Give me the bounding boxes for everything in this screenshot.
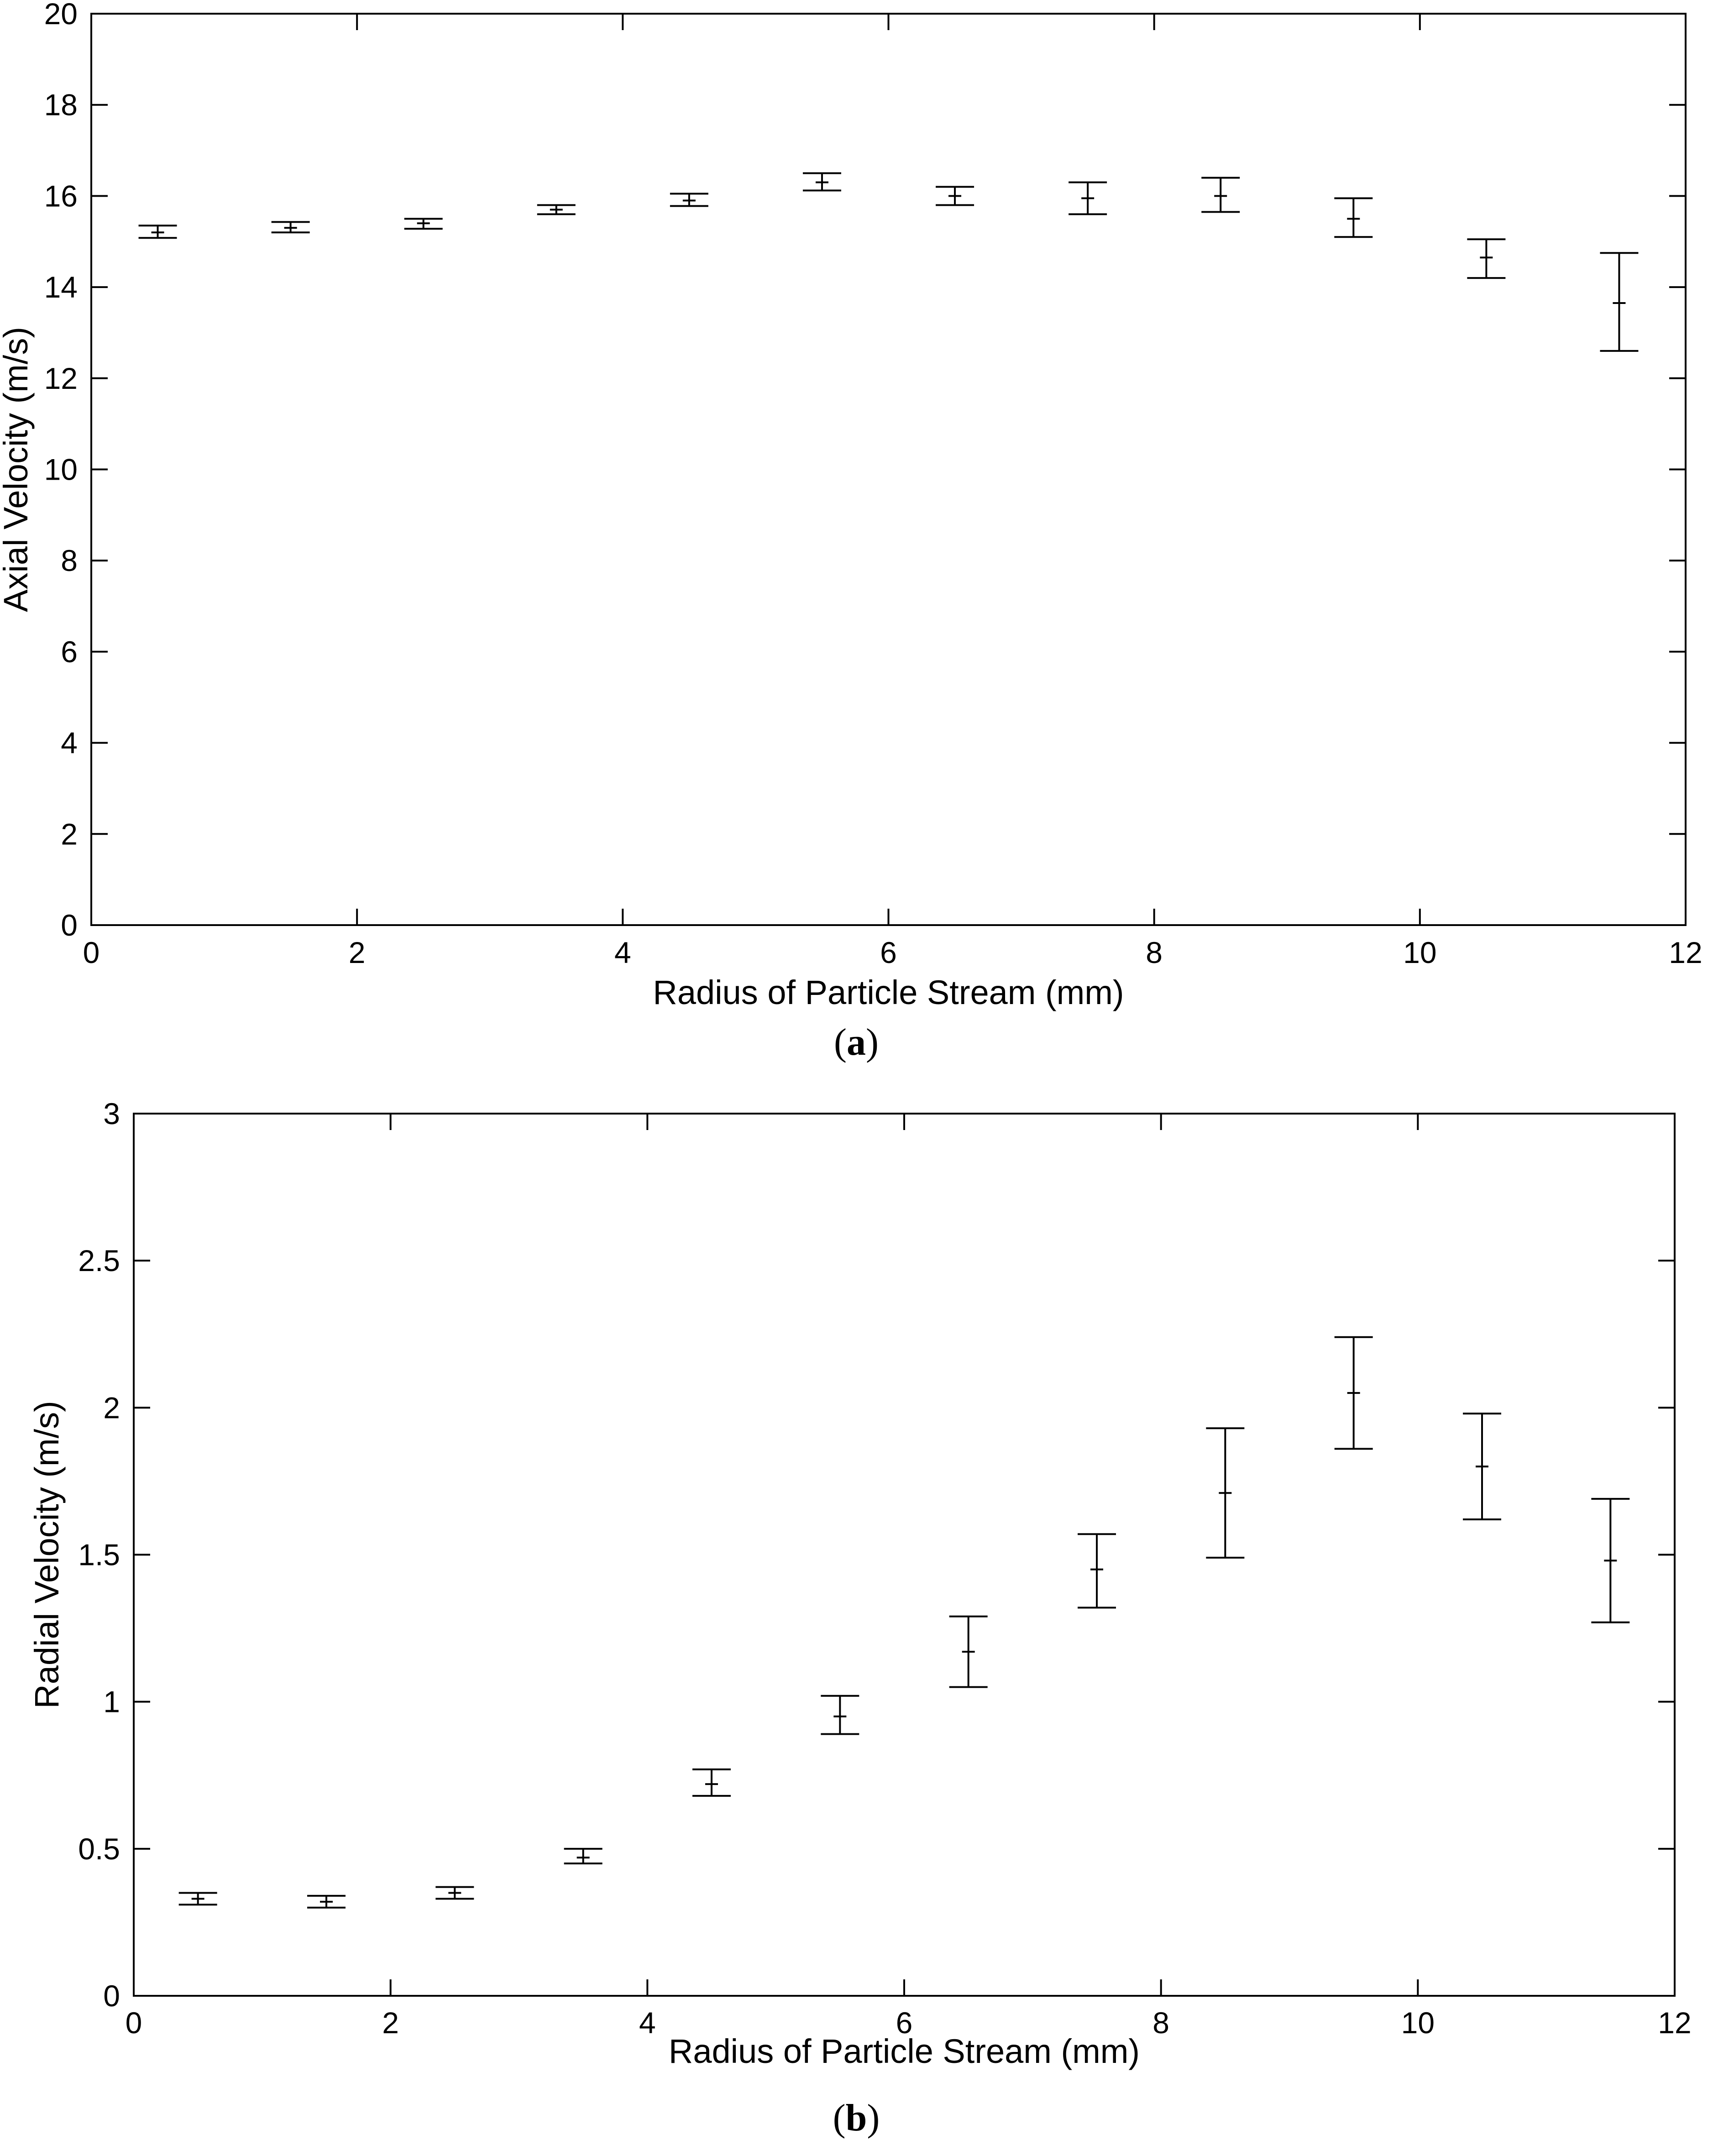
data-point [692, 1768, 731, 1797]
y-tick-label: 4 [61, 726, 78, 760]
data-point [564, 1847, 602, 1865]
data-point [1591, 1498, 1630, 1623]
data-point [802, 172, 841, 192]
y-tick-label: 0.5 [78, 1832, 120, 1866]
data-point [138, 225, 177, 239]
y-tick-label: 14 [44, 270, 78, 304]
y-tick-label: 0 [103, 1979, 120, 2013]
data-point [1467, 238, 1506, 279]
data-point [1201, 177, 1240, 213]
x-tick-label: 8 [1146, 936, 1163, 969]
panel-label-b: (b) [833, 2097, 880, 2139]
data-point [435, 1886, 474, 1900]
x-tick-label: 12 [1658, 2006, 1691, 2040]
plot-frame [90, 13, 1687, 926]
y-tick-label: 6 [61, 635, 78, 669]
data-point [271, 221, 310, 234]
data-point [670, 193, 708, 207]
chart-b: 0 2 4 6 8 10 12 0 0.5 1 1.5 2 2.5 3 Radius of Particle… [28, 1097, 1692, 2070]
y-tick-label: 10 [44, 453, 78, 487]
x-tick-label: 12 [1669, 936, 1702, 969]
data-point [1206, 1427, 1245, 1559]
data-point [936, 186, 974, 206]
figure-b: 0 2 4 6 8 10 12 0 0.5 1 1.5 2 2.5 3 Radius of Particle… [0, 1082, 1713, 2156]
data-point [404, 218, 443, 230]
panel-label-a: (a) [834, 1021, 879, 1063]
x-tick-label: 8 [1152, 2006, 1169, 2040]
chart-a: 0 2 4 6 8 10 12 0 2 4 6 8 10 12 14 16 18 20 Radius of Part… [0, 0, 1703, 1011]
y-tick-label: 1 [103, 1685, 120, 1719]
y-tick-label: 18 [44, 88, 78, 122]
y-tick-label: 2 [61, 817, 78, 851]
plot-frame [133, 1113, 1676, 1997]
data-point [1463, 1413, 1501, 1521]
x-tick-label: 6 [896, 2006, 913, 2040]
y-axis-label: Axial Velocity (m/s) [0, 327, 35, 612]
data-point [1334, 1336, 1373, 1450]
y-tick-label: 2 [103, 1391, 120, 1424]
x-axis-label: Radius of Particle Stream (mm) [653, 973, 1124, 1011]
data-point [1078, 1533, 1116, 1609]
data-point [178, 1892, 217, 1906]
y-tick-label: 16 [44, 179, 78, 213]
x-tick-label: 10 [1403, 936, 1436, 969]
x-tick-label: 2 [382, 2006, 399, 2040]
x-tick-label: 10 [1401, 2006, 1435, 2040]
data-point [821, 1695, 859, 1735]
y-tick-label: 1.5 [78, 1538, 120, 1572]
x-tick-label: 4 [639, 2006, 656, 2040]
x-tick-label: 4 [614, 936, 631, 969]
data-point [1600, 252, 1639, 352]
y-axis-label: Radial Velocity (m/s) [28, 1401, 66, 1708]
data-point [1069, 181, 1107, 215]
x-axis-label: Radius of Particle Stream (mm) [669, 2032, 1140, 2070]
x-tick-label: 0 [83, 936, 100, 969]
data-point [1334, 197, 1373, 238]
y-tick-label: 8 [61, 544, 78, 577]
y-tick-label: 2.5 [78, 1244, 120, 1277]
y-tick-label: 12 [44, 361, 78, 395]
x-tick-label: 6 [880, 936, 897, 969]
data-point [949, 1615, 988, 1688]
data-point [307, 1894, 346, 1909]
y-tick-label: 0 [61, 908, 78, 942]
data-point [537, 204, 576, 215]
x-tick-label: 2 [349, 936, 366, 969]
figure-a: 0 2 4 6 8 10 12 0 2 4 6 8 10 12 14 16 18 20 Radius of Part… [0, 0, 1703, 1063]
y-tick-label: 20 [44, 0, 78, 31]
y-tick-label: 3 [103, 1097, 120, 1130]
x-tick-label: 0 [126, 2006, 142, 2040]
